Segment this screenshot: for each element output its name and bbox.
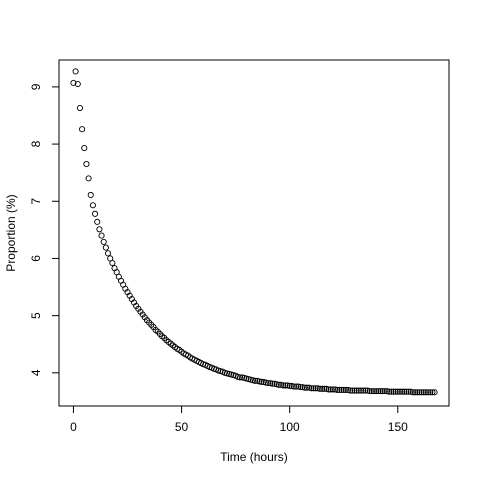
y-tick-label: 9 (29, 83, 43, 90)
point (412, 389, 419, 396)
point (321, 385, 328, 392)
point (347, 387, 354, 394)
point (375, 388, 382, 395)
point (388, 388, 395, 395)
point (427, 389, 434, 396)
x-axis-label: Time (hours) (220, 450, 288, 464)
point (401, 388, 408, 395)
point (370, 388, 378, 395)
point (252, 377, 259, 384)
point (319, 385, 326, 392)
point (414, 389, 421, 396)
point (297, 384, 304, 391)
point (360, 387, 367, 394)
y-tick-label: 4 (29, 369, 43, 376)
point (100, 238, 107, 245)
x-tick-label: 0 (70, 420, 77, 434)
point (334, 386, 341, 394)
point (293, 383, 300, 390)
point (258, 378, 265, 386)
point (265, 380, 272, 387)
point (303, 384, 311, 391)
y-tick-label: 6 (29, 255, 43, 262)
point (329, 386, 336, 393)
x-tick-label: 150 (388, 420, 408, 434)
point (275, 381, 282, 388)
point (355, 387, 362, 394)
point (379, 388, 386, 395)
point (310, 385, 317, 392)
point (390, 388, 397, 395)
point (418, 389, 425, 396)
point (70, 79, 77, 86)
point (399, 388, 406, 395)
point (94, 218, 101, 225)
point (340, 386, 347, 394)
y-tick-label: 8 (29, 140, 43, 147)
point (409, 389, 416, 396)
point (290, 383, 298, 390)
point (72, 68, 79, 75)
y-axis-label: Proportion (%) (4, 194, 18, 271)
point (342, 386, 349, 394)
point (366, 388, 373, 395)
point (85, 175, 92, 182)
x-tick-label: 100 (280, 420, 300, 434)
point (312, 385, 319, 392)
point (89, 202, 96, 209)
point (98, 232, 105, 239)
point (420, 389, 427, 396)
point (308, 385, 315, 392)
point (394, 388, 401, 395)
point (396, 388, 404, 395)
point (280, 382, 287, 389)
point (377, 388, 384, 395)
point (422, 389, 429, 396)
point (325, 386, 332, 393)
point (81, 145, 88, 152)
y-tick-label: 7 (29, 198, 43, 205)
point (429, 389, 436, 396)
point (403, 388, 410, 395)
x-tick-label: 50 (175, 420, 189, 434)
point (327, 386, 334, 393)
point (79, 126, 86, 133)
point (87, 191, 94, 199)
y-tick-label: 5 (29, 312, 43, 319)
point (416, 389, 423, 396)
point (349, 387, 356, 394)
point (381, 388, 388, 395)
point (286, 382, 293, 390)
point (102, 244, 109, 251)
point (353, 387, 360, 394)
point (301, 384, 308, 391)
point (351, 387, 358, 394)
point (405, 388, 412, 395)
point (431, 389, 438, 396)
point (392, 388, 399, 395)
point (357, 387, 365, 394)
point (338, 386, 345, 394)
point (282, 382, 289, 389)
point (74, 80, 81, 88)
point (362, 387, 369, 394)
point (76, 104, 83, 112)
point (425, 389, 432, 396)
point (316, 385, 324, 392)
point (269, 380, 276, 387)
point (104, 250, 112, 257)
point (368, 388, 375, 395)
plot-box (58, 59, 450, 407)
point (336, 386, 343, 394)
point (83, 161, 90, 168)
point (373, 388, 380, 395)
point (386, 388, 393, 395)
point (96, 226, 103, 233)
point (109, 259, 116, 267)
point (236, 374, 243, 381)
point (92, 210, 99, 217)
